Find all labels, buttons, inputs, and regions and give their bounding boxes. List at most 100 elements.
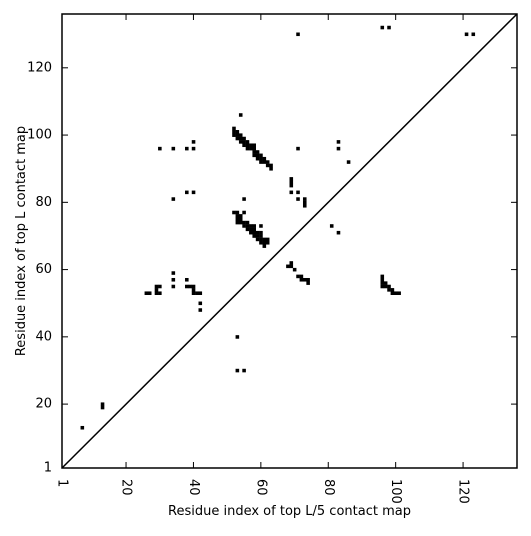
x-tick-label: 60 — [253, 479, 268, 496]
contact-cell — [235, 368, 240, 373]
x-tick-label: 100 — [388, 479, 403, 504]
contact-cell — [235, 136, 240, 141]
contact-cell — [289, 264, 294, 269]
contact-cell — [235, 210, 240, 215]
contact-cell — [380, 274, 385, 279]
contact-cell — [252, 150, 256, 154]
contact-cell — [286, 264, 290, 269]
contact-cell — [154, 288, 159, 292]
contact-cell — [393, 291, 398, 295]
contact-cell — [154, 291, 159, 295]
contact-cell — [238, 113, 243, 117]
contact-cell — [242, 197, 246, 201]
x-tick-label: 1 — [55, 479, 70, 487]
contact-cell — [191, 288, 196, 292]
contact-cell — [238, 214, 243, 218]
contact-cell — [265, 160, 270, 164]
contact-cell — [299, 274, 304, 279]
contact-cell — [252, 227, 256, 232]
y-tick-label: 40 — [35, 329, 52, 344]
contact-cell — [383, 281, 388, 285]
contact-cell — [232, 210, 236, 215]
diagonal-line — [61, 13, 518, 469]
contact-cell — [289, 183, 294, 188]
contact-cell — [238, 136, 243, 141]
contact-cell — [185, 284, 189, 289]
contact-cell — [259, 160, 263, 164]
contact-cell — [252, 224, 256, 228]
contact-cell — [238, 140, 243, 144]
contact-cell — [336, 230, 341, 235]
contact-cell — [380, 277, 385, 282]
contact-cell — [296, 32, 300, 37]
contact-cell — [171, 271, 176, 275]
contact-cell — [249, 146, 253, 151]
contact-cell — [242, 143, 246, 148]
contact-cell — [259, 230, 263, 235]
contact-cell — [242, 136, 246, 141]
contact-cell — [185, 146, 189, 151]
x-axis-label: Residue index of top L/5 contact map — [168, 504, 411, 519]
contact-cell — [387, 25, 391, 30]
contact-cell — [336, 146, 341, 151]
contact-cell — [191, 146, 196, 151]
contact-cell — [262, 241, 267, 245]
contact-cell — [191, 291, 196, 295]
contact-cell — [265, 241, 270, 245]
contact-cell — [100, 402, 105, 406]
plot-frame — [61, 13, 518, 469]
contact-cell — [390, 288, 395, 292]
contact-cell — [259, 234, 263, 238]
contact-cell — [252, 146, 256, 151]
contact-cell — [242, 140, 246, 144]
contact-cell — [302, 197, 307, 201]
contact-cell — [245, 224, 250, 228]
contact-cell — [299, 277, 304, 282]
contact-cell — [262, 244, 267, 248]
contact-cell — [198, 301, 203, 306]
contact-cell — [259, 237, 263, 242]
contact-cell — [296, 274, 300, 279]
contact-cell — [147, 291, 152, 295]
contact-cell — [245, 146, 250, 151]
contact-cell — [235, 130, 240, 134]
y-tick-label: 20 — [35, 397, 52, 412]
contact-cell — [100, 405, 105, 410]
contact-cell — [232, 126, 236, 131]
contact-cell — [185, 277, 189, 282]
contact-cell — [259, 224, 263, 228]
y-tick-label: 1 — [44, 461, 52, 476]
contact-cell — [255, 150, 260, 154]
contact-cell — [242, 368, 246, 373]
contact-cell — [249, 224, 253, 228]
contact-cell — [245, 140, 250, 144]
contact-cell — [171, 146, 176, 151]
contact-cell — [255, 237, 260, 242]
contact-cell — [154, 284, 159, 289]
contact-cell — [235, 335, 240, 339]
contact-cell — [292, 267, 297, 272]
contact-cell — [296, 197, 300, 201]
contact-cell — [471, 32, 476, 37]
contact-cell — [252, 234, 256, 238]
contact-cell — [306, 277, 310, 282]
contact-cell — [464, 32, 469, 37]
contact-cell — [144, 291, 149, 295]
contact-cell — [269, 167, 273, 171]
contact-cell — [397, 291, 401, 295]
contact-cell — [262, 237, 267, 242]
contact-cell — [346, 160, 351, 164]
contact-cell — [191, 284, 196, 289]
contact-cell — [198, 308, 203, 312]
contact-cell — [232, 133, 236, 137]
contact-cell — [269, 163, 273, 168]
contact-cell — [80, 425, 85, 430]
contact-cell — [336, 140, 341, 144]
contact-cell — [289, 177, 294, 181]
contact-cell — [380, 25, 385, 30]
contact-cell — [265, 237, 270, 242]
contact-cell — [245, 143, 250, 148]
contact-cell — [262, 156, 267, 161]
